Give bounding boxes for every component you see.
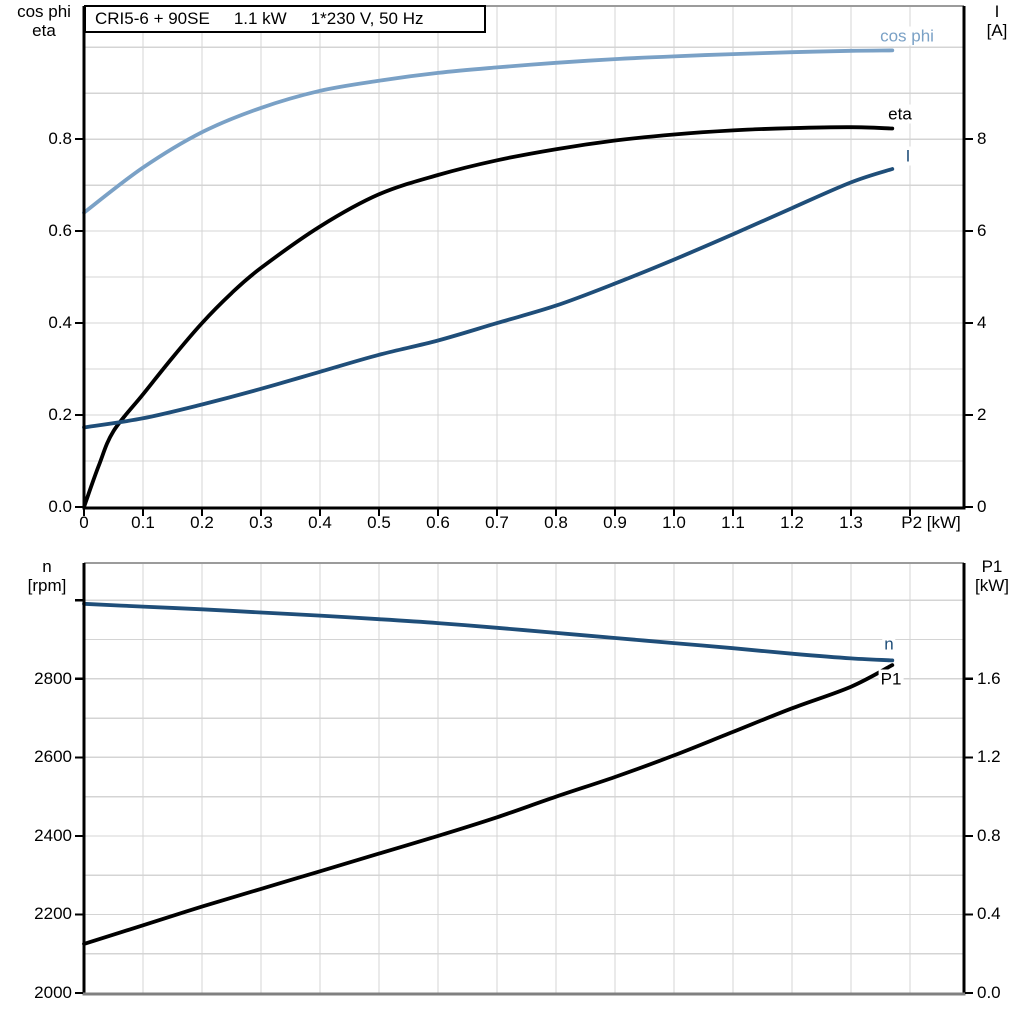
curve-label-p1: P1 [878, 669, 904, 689]
x-tick-label: 0.3 [249, 513, 273, 532]
y-right-tick-label: 4 [977, 313, 987, 333]
curve-label-eta: eta [886, 104, 914, 124]
curve-label-n: n [882, 634, 896, 654]
axis-header-eta: eta [32, 21, 56, 40]
curve-label-cos-phi: cos phi [878, 26, 936, 46]
x-tick-label: 1.3 [839, 513, 863, 532]
top-right-axis-header: I [A] [969, 2, 1024, 40]
y-left-tick-label: 0.4 [48, 313, 72, 333]
axis-header-cos-phi: cos phi [17, 2, 71, 21]
x-tick-label: 1.1 [721, 513, 745, 532]
x-tick-label: 0.6 [426, 513, 450, 532]
curve-label-i: I [903, 146, 913, 166]
x-tick-label: 1.2 [780, 513, 804, 532]
y-right-tick-label: 0 [977, 497, 987, 516]
bottom-left-axis-header: n [rpm] [8, 557, 86, 595]
x-tick-label: 0 [79, 513, 89, 532]
y-left-tick-label: 2600 [34, 747, 72, 767]
y-left-tick-label: 2800 [34, 668, 72, 688]
y-left-tick-label: 0.2 [48, 405, 72, 425]
x-tick-label: 1.0 [662, 513, 686, 532]
y-right-tick-label: 1.2 [977, 747, 1001, 767]
x-tick-label: 0.5 [367, 513, 391, 532]
x-tick-label: 0.2 [190, 513, 214, 532]
y-right-tick-label: 2 [977, 405, 987, 425]
y-left-tick-label: 0.8 [48, 129, 72, 149]
y-left-tick-label: 0.0 [48, 497, 72, 516]
x-axis-unit-label: P2 [kW] [901, 513, 961, 532]
y-right-tick-label: 6 [977, 221, 987, 241]
axis-header-current: I [994, 2, 1000, 21]
y-right-tick-label: 1.6 [977, 668, 1001, 688]
voltage-frequency-label: 1*230 V, 50 Hz [310, 9, 424, 28]
x-tick-label: 0.7 [485, 513, 509, 532]
axis-header-p1: P1 [981, 557, 1003, 576]
y-right-tick-label: 0.8 [977, 825, 1001, 845]
y-right-tick-label: 0.0 [977, 983, 1001, 1002]
axis-header-current-unit: [A] [986, 21, 1008, 40]
y-right-tick-label: 8 [977, 129, 987, 149]
y-left-tick-label: 2200 [34, 904, 72, 924]
y-left-tick-label: 0.6 [48, 221, 72, 241]
motor-power-label: 1.1 kW [233, 9, 287, 28]
y-right-tick-label: 0.4 [977, 904, 1001, 924]
y-left-tick-label: 2000 [34, 983, 72, 1002]
x-tick-label: 0.4 [308, 513, 332, 532]
pump-model-label: CRI5-6 + 90SE [95, 9, 210, 28]
x-tick-label: 0.8 [544, 513, 568, 532]
axis-header-speed: n [42, 557, 52, 576]
top-left-axis-header: cos phi eta [6, 2, 82, 40]
chart-title-box: CRI5-6 + 90SE 1.1 kW 1*230 V, 50 Hz [84, 5, 486, 33]
x-tick-label: 0.9 [603, 513, 627, 532]
axis-header-speed-unit: [rpm] [27, 576, 67, 595]
axis-header-p1-unit: [kW] [975, 576, 1009, 595]
bottom-right-axis-header: P1 [kW] [963, 557, 1021, 595]
x-tick-label: 0.1 [131, 513, 155, 532]
y-left-tick-label: 2400 [34, 825, 72, 845]
